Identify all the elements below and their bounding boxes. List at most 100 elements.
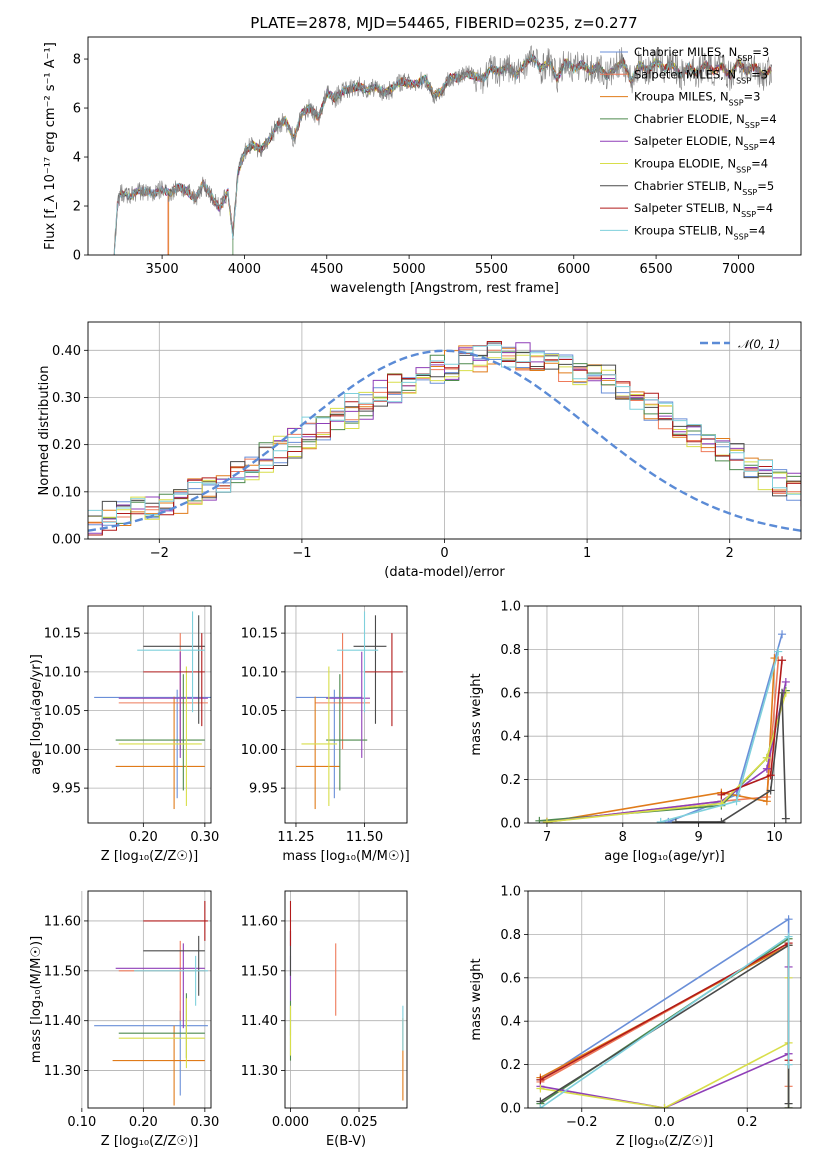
x-tick-label: 0.10 [67, 1115, 96, 1130]
y-tick-label: 9.95 [249, 782, 278, 797]
x-tick-label: 4000 [228, 262, 261, 277]
weight-marker [535, 816, 544, 823]
weight-marker [717, 817, 726, 823]
x-axis-label: E(B-V) [326, 1134, 366, 1149]
x-tick-label: 4500 [310, 262, 343, 277]
y-tick-label: 0.10 [52, 485, 81, 500]
y-tick-label: 0.8 [500, 643, 521, 658]
x-tick-label: 11.25 [277, 830, 314, 845]
histogram-step [88, 344, 801, 523]
y-tick-label: 0.20 [52, 438, 81, 453]
weight-marker [762, 753, 771, 762]
y-tick-label: 0 [73, 249, 81, 264]
y-axis-label: mass weight [469, 673, 484, 755]
panel-residuals: −2 −1 0 1 2 0.00 0.10 0.20 0.30 0.40 (data-model)/… [37, 321, 802, 580]
y-tick-label: 0.6 [500, 686, 521, 701]
y-axis-label: Normed distribution [37, 366, 52, 496]
y-tick-label: 11.30 [44, 1064, 81, 1079]
weight-marker [717, 790, 726, 799]
weight-marker [660, 1104, 669, 1108]
histogram-step [88, 354, 801, 520]
y-tick-label: 4 [73, 151, 81, 166]
y-tick-label: 0.2 [500, 773, 521, 788]
axes-frame [284, 890, 408, 1109]
panels: 3500 4000 4500 5000 5500 6000 6500 7000 0 2 4 6 8 wav… [29, 36, 802, 1149]
legend-label: Chabrier ELODIE, NSSP=4 [634, 112, 777, 129]
weight-marker [762, 764, 771, 773]
y-axis-label: mass weight [469, 958, 484, 1040]
x-tick-label: 0.025 [340, 1115, 377, 1130]
axes-frame [87, 890, 212, 1109]
plot-area [94, 611, 211, 810]
x-tick-label: 0.30 [190, 1115, 219, 1130]
weight-marker [536, 1084, 545, 1093]
weight-marker [778, 630, 787, 639]
y-tick-label: 0.2 [500, 1058, 521, 1073]
weight-marker [732, 797, 741, 806]
y-tick-label: 11.50 [241, 964, 278, 979]
legend-label: Salpeter STELIB, NSSP=4 [634, 201, 773, 219]
histogram-step [88, 341, 801, 536]
y-tick-label: 10.10 [241, 665, 278, 680]
plot-area [289, 900, 404, 1101]
axes-frame [527, 890, 802, 1109]
x-axis-label: (data-model)/error [384, 565, 505, 580]
legend-label: Kroupa ELODIE, NSSP=4 [634, 157, 768, 175]
y-tick-label: 6 [73, 102, 81, 117]
x-tick-label: 6500 [640, 262, 673, 277]
y-tick-label: 0.40 [52, 344, 81, 359]
weight-marker [784, 915, 793, 924]
x-axis-label: wavelength [Angstrom, rest frame] [330, 281, 559, 296]
x-tick-label: 0.30 [190, 830, 219, 845]
x-axis-label: age [log₁₀(age/yr)] [604, 849, 725, 864]
x-tick-label: −0.2 [566, 1115, 598, 1130]
observed-spectrum-line [114, 45, 772, 249]
x-tick-label: 3500 [146, 262, 179, 277]
y-tick-label: 9.95 [52, 782, 81, 797]
x-tick-label: 6000 [557, 262, 590, 277]
x-tick-label: 9 [694, 830, 702, 845]
weight-marker [781, 814, 790, 823]
y-tick-label: 10.05 [44, 704, 81, 719]
legend-label: Kroupa MILES, NSSP=3 [634, 90, 760, 108]
y-tick-label: 0.6 [500, 971, 521, 986]
x-tick-label: 1 [583, 546, 591, 561]
panel-mass-vs-Z: 0.10 0.20 0.30 11.30 11.40 11.50 11.60 Z [log₁₀… [29, 890, 219, 1149]
weight-marker [774, 647, 783, 656]
legend-label: Kroupa STELIB, NSSP=4 [634, 223, 765, 241]
y-tick-label: 11.60 [44, 914, 81, 929]
y-tick-label: 0.4 [500, 1015, 521, 1030]
y-tick-label: 10.05 [241, 704, 278, 719]
histogram-step [88, 342, 801, 517]
weight-marker [656, 817, 665, 823]
plot-area [535, 630, 790, 823]
legend-label: Salpeter MILES, NSSP=3 [634, 67, 768, 85]
weight-line [546, 658, 776, 823]
x-tick-label: 7 [543, 830, 551, 845]
axes-frame [87, 321, 802, 540]
weight-marker [536, 1075, 545, 1084]
x-tick-label: −1 [292, 546, 311, 561]
x-tick-label: 8 [619, 830, 627, 845]
y-tick-label: 0.0 [500, 817, 521, 832]
x-tick-label: 0 [440, 546, 448, 561]
x-tick-label: 7000 [722, 262, 755, 277]
weight-marker [766, 771, 775, 780]
legend-label: 𝒩(0, 1) [738, 337, 780, 351]
y-tick-label: 11.40 [241, 1014, 278, 1029]
legend-label: Salpeter ELODIE, NSSP=4 [634, 134, 776, 152]
axes-frame [87, 36, 802, 256]
axes-frame [87, 605, 212, 824]
x-tick-label: 5500 [475, 262, 508, 277]
histogram-step [88, 342, 801, 534]
axes-frame [527, 605, 802, 824]
weight-marker [778, 656, 787, 665]
y-axis-label: Flux [f_λ 10⁻¹⁷ erg cm⁻² s⁻¹ A⁻¹] [43, 42, 58, 250]
y-axis-label: mass [log₁₀(M/M☉)] [29, 936, 44, 1063]
weight-marker [784, 932, 793, 941]
panel-age-vs-mass: 11.25 11.50 9.95 10.00 10.05 10.10 10.15 mass [… [241, 605, 410, 864]
x-tick-label: 0.0 [654, 1115, 675, 1130]
weight-marker [784, 1099, 793, 1108]
y-tick-label: 11.50 [44, 964, 81, 979]
y-tick-label: 11.30 [241, 1064, 278, 1079]
